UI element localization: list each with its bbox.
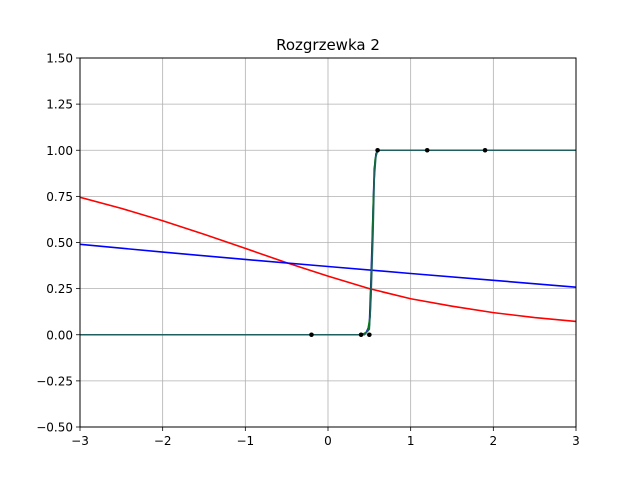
- x-axis: −3 −2 −1 0 1 2 3: [71, 427, 580, 448]
- y-tick-label: 0.00: [46, 328, 73, 342]
- x-tick-label: 2: [490, 434, 498, 448]
- data-point: [309, 332, 314, 338]
- chart-title: Rozgrzewka 2: [276, 36, 380, 54]
- data-point: [375, 147, 380, 153]
- y-tick-label: 1.50: [46, 52, 73, 66]
- plot-area: [80, 147, 576, 338]
- data-point: [358, 332, 364, 338]
- y-tick-label: 1.00: [46, 144, 73, 158]
- data-point: [367, 332, 372, 338]
- y-tick-label: 0.25: [46, 282, 73, 296]
- data-point: [424, 147, 430, 153]
- x-tick-label: 1: [407, 434, 415, 448]
- series-line-1: [80, 243, 576, 288]
- y-tick-label: −0.50: [36, 421, 73, 435]
- y-tick-label: 1.25: [46, 98, 73, 112]
- x-tick-label: 3: [572, 434, 580, 448]
- x-tick-label: −2: [154, 434, 172, 448]
- y-tick-label: −0.25: [36, 374, 73, 388]
- x-tick-label: −1: [236, 434, 254, 448]
- y-tick-label: 0.50: [46, 236, 73, 250]
- series-line-0: [80, 196, 576, 323]
- x-tick-label: −3: [71, 434, 89, 448]
- data-point: [482, 147, 488, 153]
- x-tick-label: 0: [324, 434, 332, 448]
- y-axis: −0.50 −0.25 0.00 0.25 0.50 0.75 1.00 1.25 1.50: [36, 52, 80, 435]
- y-tick-label: 0.75: [46, 190, 73, 204]
